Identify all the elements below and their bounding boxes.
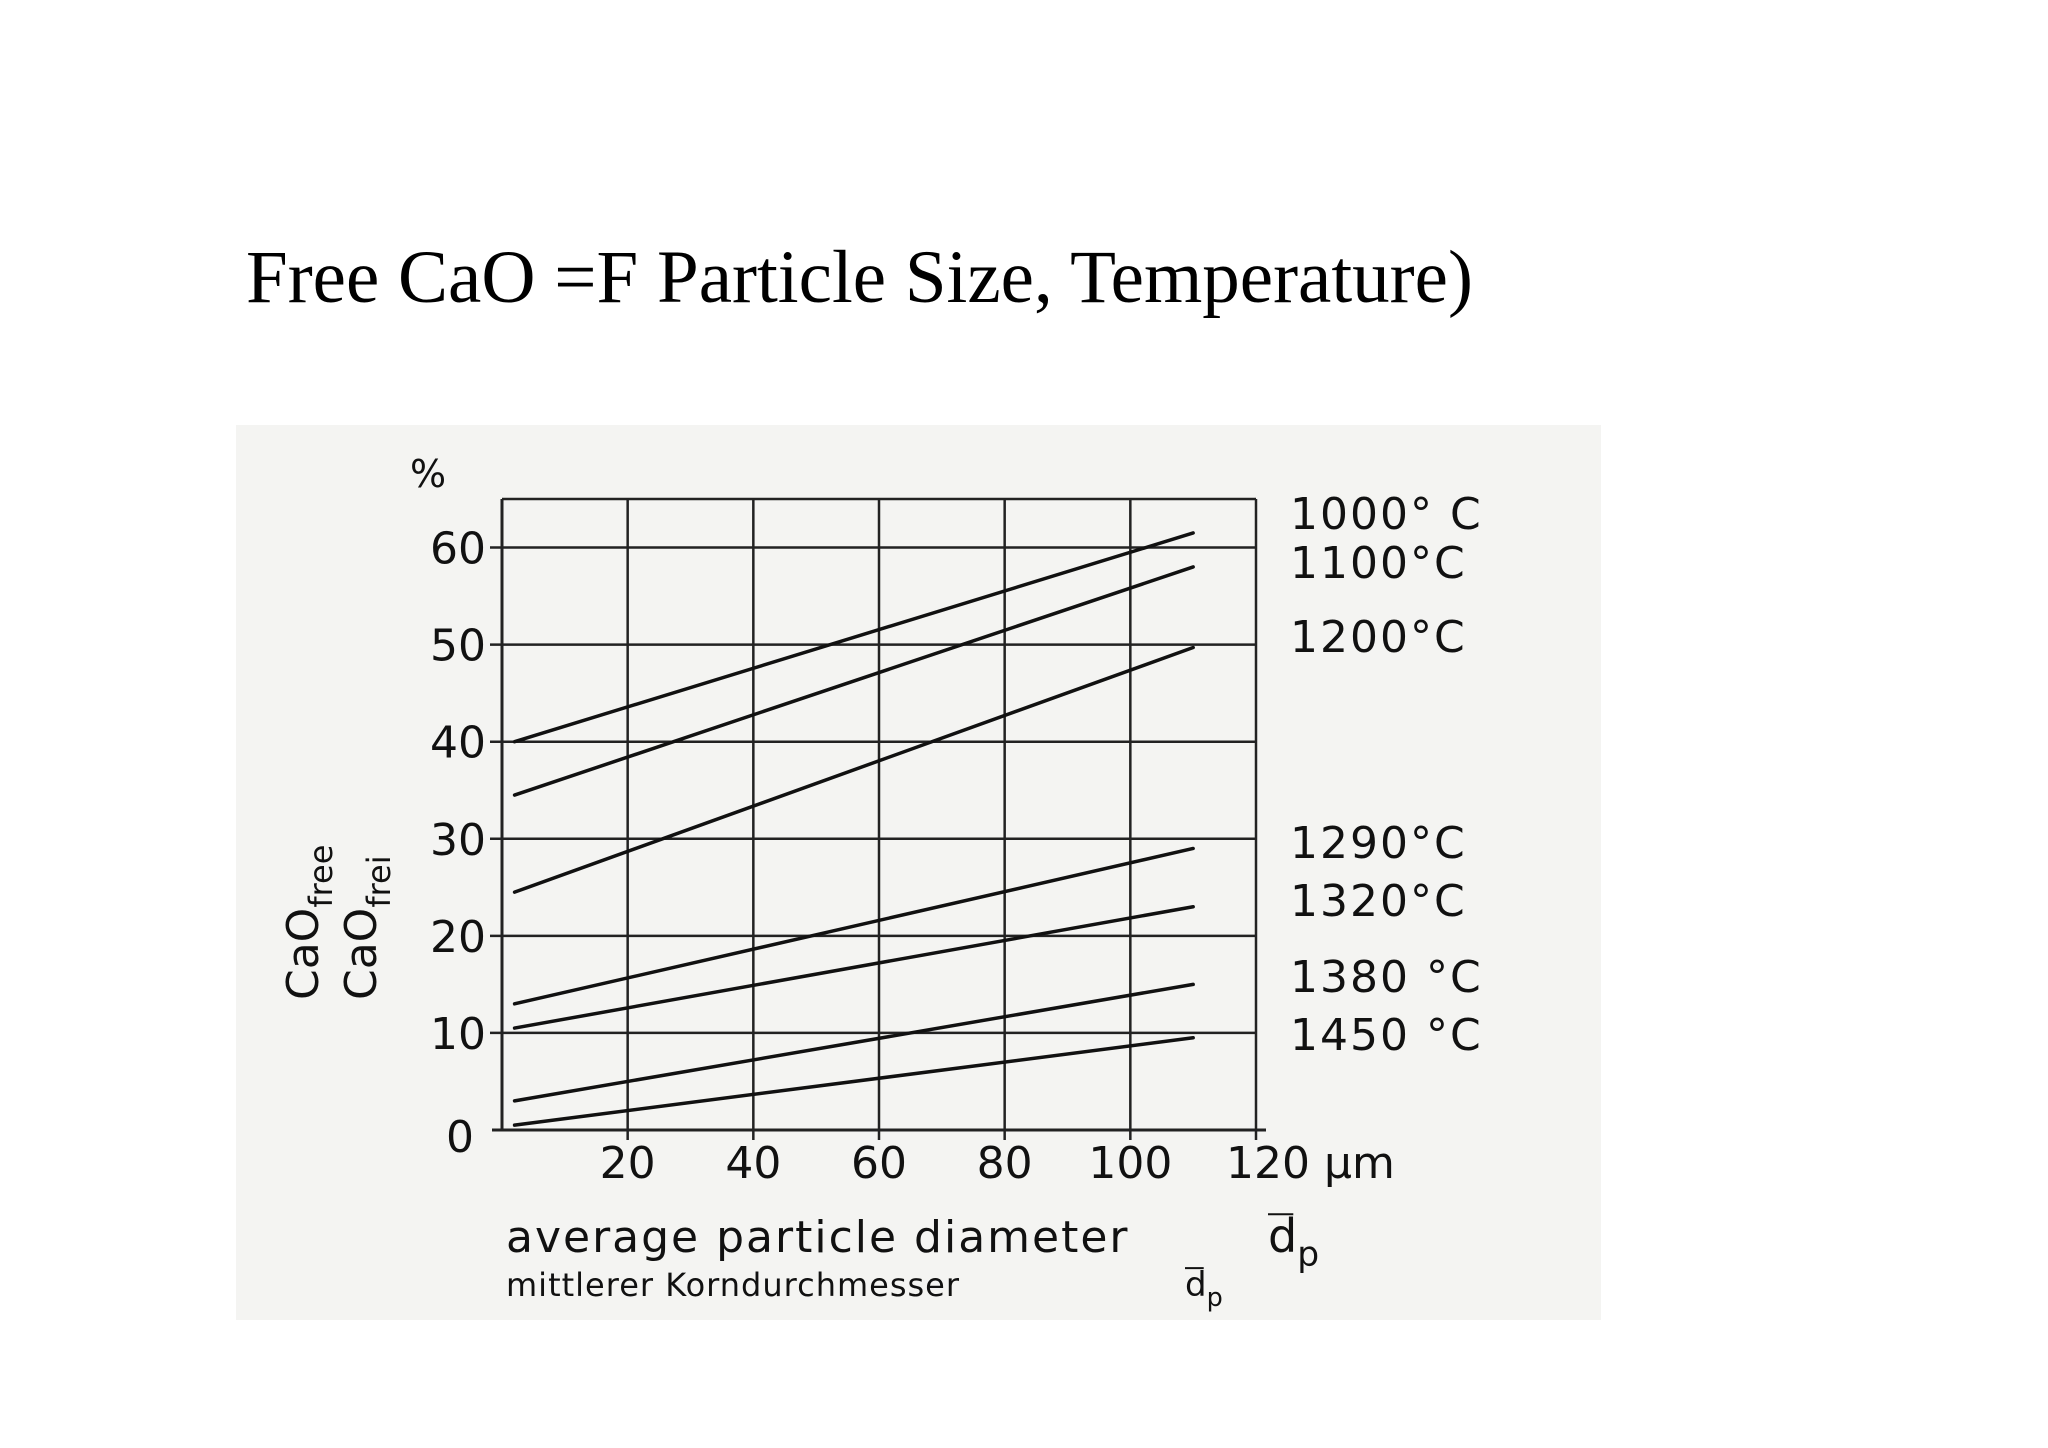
series-label-3: 1290°C — [1290, 818, 1467, 869]
grid-layer — [490, 497, 1258, 1140]
series-line-5 — [512, 982, 1195, 1103]
scanned-figure-background — [236, 425, 1601, 1320]
x-axis-symbol-en: dp — [1268, 1209, 1319, 1275]
x-tick-label-80: 80 — [977, 1138, 1033, 1189]
series-line-0 — [512, 531, 1195, 744]
series-label-5: 1380 °C — [1290, 952, 1483, 1003]
series-label-0: 1000° C — [1290, 489, 1483, 540]
series-line-1 — [512, 565, 1195, 797]
series-label-2: 1200°C — [1290, 612, 1467, 663]
series-line-3 — [512, 846, 1195, 1006]
x-axis-label-en: average particle diameter — [506, 1212, 1130, 1263]
y-axis-label-en: CaOfree — [278, 845, 340, 1000]
x-axis-symbol-de: dp — [1185, 1265, 1223, 1313]
x-axis-label-de: mittlerer Korndurchmesser — [506, 1266, 960, 1304]
x-tick-label-60: 60 — [851, 1138, 907, 1189]
series-layer — [512, 531, 1195, 1127]
series-label-4: 1320°C — [1290, 876, 1467, 927]
x-tick-label-120: 120 µm — [1226, 1138, 1395, 1189]
x-tick-label-20: 20 — [600, 1138, 656, 1189]
y-tick-label-60: 60 — [430, 524, 486, 575]
series-line-6 — [512, 1036, 1195, 1127]
y-tick-label-50: 50 — [430, 621, 486, 672]
series-line-2 — [512, 645, 1195, 894]
y-unit-label: % — [410, 452, 446, 496]
labels-layer: 20 40 60 80 100 120 µm 0 10 20 30 40 50 60% CaOfreeCa… — [278, 452, 1483, 1313]
x-tick-label-40: 40 — [725, 1138, 781, 1189]
x-tick-label-100: 100 — [1088, 1138, 1172, 1189]
slide-title: Free CaO =F Particle Size, Temperature) — [246, 236, 1473, 319]
series-label-1: 1100°C — [1290, 538, 1467, 589]
y-tick-label-0: 0 — [446, 1112, 474, 1163]
series-line-4 — [512, 904, 1195, 1030]
series-label-6: 1450 °C — [1290, 1010, 1483, 1061]
y-tick-label-20: 20 — [430, 912, 486, 963]
y-tick-label-10: 10 — [430, 1009, 486, 1060]
y-tick-label-40: 40 — [430, 718, 486, 769]
y-tick-label-30: 30 — [430, 815, 486, 866]
y-axis-label-de: CaOfrei — [336, 855, 398, 1000]
axes-layer — [492, 499, 1266, 1132]
